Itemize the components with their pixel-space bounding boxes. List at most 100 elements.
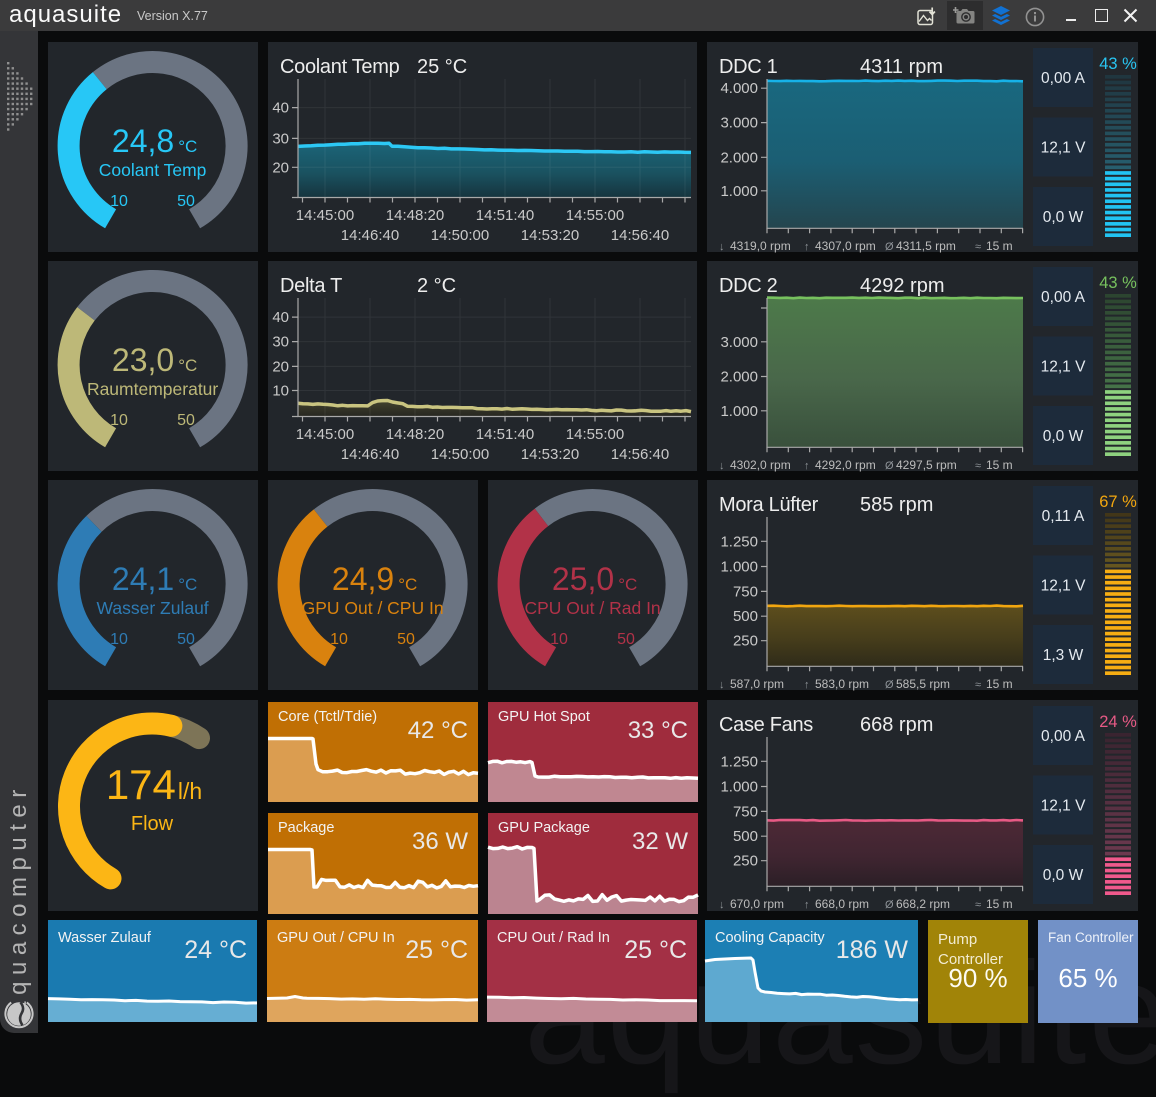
svg-text:25 °C: 25 °C — [417, 56, 467, 78]
svg-text:585,5 rpm: 585,5 rpm — [896, 677, 950, 691]
svg-text:Mora Lüfter: Mora Lüfter — [719, 494, 819, 516]
svg-text:14:56:40: 14:56:40 — [611, 446, 669, 463]
svg-text:4.000: 4.000 — [720, 80, 758, 97]
svg-text:50: 50 — [397, 631, 415, 648]
svg-text:668 rpm: 668 rpm — [860, 714, 933, 736]
svg-text:0,00 A: 0,00 A — [1041, 70, 1086, 87]
svg-text:12,1 V: 12,1 V — [1041, 140, 1086, 157]
svg-text:50: 50 — [617, 631, 635, 648]
svg-text:↑: ↑ — [804, 679, 810, 691]
svg-text:186 W: 186 W — [836, 936, 909, 964]
svg-text:42 °C: 42 °C — [408, 717, 468, 744]
svg-text:24,8°C: 24,8 °C — [112, 123, 197, 159]
svg-text:3.000: 3.000 — [720, 334, 758, 351]
svg-text:14:45:00: 14:45:00 — [296, 207, 354, 224]
svg-text:Flow: Flow — [131, 813, 174, 835]
svg-text:43 %: 43 % — [1099, 55, 1137, 73]
svg-text:24 °C: 24 °C — [184, 936, 247, 964]
svg-text:24,1°C: 24,1 °C — [112, 561, 197, 597]
svg-text:Coolant Temp: Coolant Temp — [99, 160, 207, 180]
svg-text:25 °C: 25 °C — [405, 936, 468, 964]
svg-text:DDC 1: DDC 1 — [719, 56, 778, 78]
svg-text:GPU Out / CPU In: GPU Out / CPU In — [302, 598, 444, 618]
svg-text:1.000: 1.000 — [720, 559, 758, 576]
svg-text:14:48:20: 14:48:20 — [386, 207, 444, 224]
svg-text:585 rpm: 585 rpm — [860, 494, 933, 516]
svg-text:4311,5 rpm: 4311,5 rpm — [896, 239, 956, 253]
svg-text:14:46:40: 14:46:40 — [341, 227, 399, 244]
svg-text:750: 750 — [733, 583, 758, 600]
svg-text:4307,0 rpm: 4307,0 rpm — [815, 239, 876, 253]
svg-text:14:53:20: 14:53:20 — [521, 227, 579, 244]
svg-text:1.250: 1.250 — [720, 533, 758, 550]
svg-text:↓: ↓ — [719, 679, 725, 691]
svg-text:14:55:00: 14:55:00 — [566, 426, 624, 443]
svg-text:↑: ↑ — [804, 241, 810, 253]
svg-text:4319,0 rpm: 4319,0 rpm — [730, 239, 791, 253]
svg-text:↓: ↓ — [719, 460, 725, 472]
svg-text:43 %: 43 % — [1099, 274, 1137, 292]
svg-text:15 m: 15 m — [986, 239, 1013, 253]
svg-text:↓: ↓ — [719, 241, 725, 253]
svg-text:GPU Package: GPU Package — [498, 820, 590, 836]
svg-text:250: 250 — [733, 853, 758, 870]
svg-text:30: 30 — [272, 334, 289, 351]
svg-text:668,2 rpm: 668,2 rpm — [896, 897, 950, 911]
svg-text:750: 750 — [733, 803, 758, 820]
svg-text:14:55:00: 14:55:00 — [566, 207, 624, 224]
svg-text:4292,0 rpm: 4292,0 rpm — [815, 458, 876, 472]
svg-text:40: 40 — [272, 100, 289, 117]
svg-text:↓: ↓ — [719, 899, 725, 911]
svg-text:14:53:20: 14:53:20 — [521, 446, 579, 463]
svg-text:50: 50 — [177, 631, 195, 648]
svg-text:4302,0 rpm: 4302,0 rpm — [730, 458, 791, 472]
svg-text:250: 250 — [733, 633, 758, 650]
svg-text:20: 20 — [272, 159, 289, 176]
svg-text:1,3 W: 1,3 W — [1043, 647, 1084, 664]
svg-text:12,1 V: 12,1 V — [1041, 798, 1086, 815]
svg-text:GPU Out / CPU In: GPU Out / CPU In — [277, 930, 395, 946]
svg-text:12,1 V: 12,1 V — [1041, 359, 1086, 376]
svg-text:10: 10 — [330, 631, 348, 648]
svg-text:583,0 rpm: 583,0 rpm — [815, 677, 869, 691]
svg-text:0,00 A: 0,00 A — [1041, 289, 1086, 306]
svg-text:≈: ≈ — [975, 679, 981, 691]
svg-text:14:50:00: 14:50:00 — [431, 446, 489, 463]
svg-text:14:48:20: 14:48:20 — [386, 426, 444, 443]
svg-text:≈: ≈ — [975, 241, 981, 253]
svg-text:15 m: 15 m — [986, 458, 1013, 472]
svg-text:10: 10 — [110, 631, 128, 648]
svg-text:Ø: Ø — [885, 460, 894, 472]
svg-text:25,0°C: 25,0 °C — [552, 561, 637, 597]
svg-text:14:51:40: 14:51:40 — [476, 426, 534, 443]
svg-text:12,1 V: 12,1 V — [1041, 578, 1086, 595]
svg-text:Cooling Capacity: Cooling Capacity — [715, 930, 825, 946]
svg-text:10: 10 — [272, 383, 289, 400]
svg-text:DDC 2: DDC 2 — [719, 275, 778, 297]
svg-text:0,00 A: 0,00 A — [1041, 728, 1086, 745]
svg-text:4292 rpm: 4292 rpm — [860, 275, 945, 297]
svg-text:14:45:00: 14:45:00 — [296, 426, 354, 443]
svg-text:Case Fans: Case Fans — [719, 714, 813, 736]
svg-text:14:56:40: 14:56:40 — [611, 227, 669, 244]
svg-text:0,0 W: 0,0 W — [1043, 209, 1084, 226]
svg-text:174l/h: 174l/h — [106, 761, 202, 808]
svg-text:CPU Out / Rad In: CPU Out / Rad In — [525, 598, 661, 618]
svg-text:10: 10 — [550, 631, 568, 648]
svg-text:24,9°C: 24,9 °C — [332, 561, 417, 597]
svg-text:1.000: 1.000 — [720, 183, 758, 200]
svg-text:4311 rpm: 4311 rpm — [860, 56, 943, 78]
svg-text:≈: ≈ — [975, 899, 981, 911]
svg-text:24 %: 24 % — [1099, 713, 1137, 731]
svg-text:Wasser Zulauf: Wasser Zulauf — [97, 598, 209, 618]
svg-text:2.000: 2.000 — [720, 149, 758, 166]
svg-text:GPU Hot Spot: GPU Hot Spot — [498, 709, 590, 725]
svg-text:0,0 W: 0,0 W — [1043, 867, 1084, 884]
svg-text:40: 40 — [272, 309, 289, 326]
svg-text:CPU Out / Rad In: CPU Out / Rad In — [497, 930, 610, 946]
svg-text:≈: ≈ — [975, 460, 981, 472]
svg-text:3.000: 3.000 — [720, 115, 758, 132]
svg-text:Core (Tctl/Tdie): Core (Tctl/Tdie) — [278, 709, 377, 725]
svg-text:1.000: 1.000 — [720, 403, 758, 420]
svg-text:587,0 rpm: 587,0 rpm — [730, 677, 784, 691]
